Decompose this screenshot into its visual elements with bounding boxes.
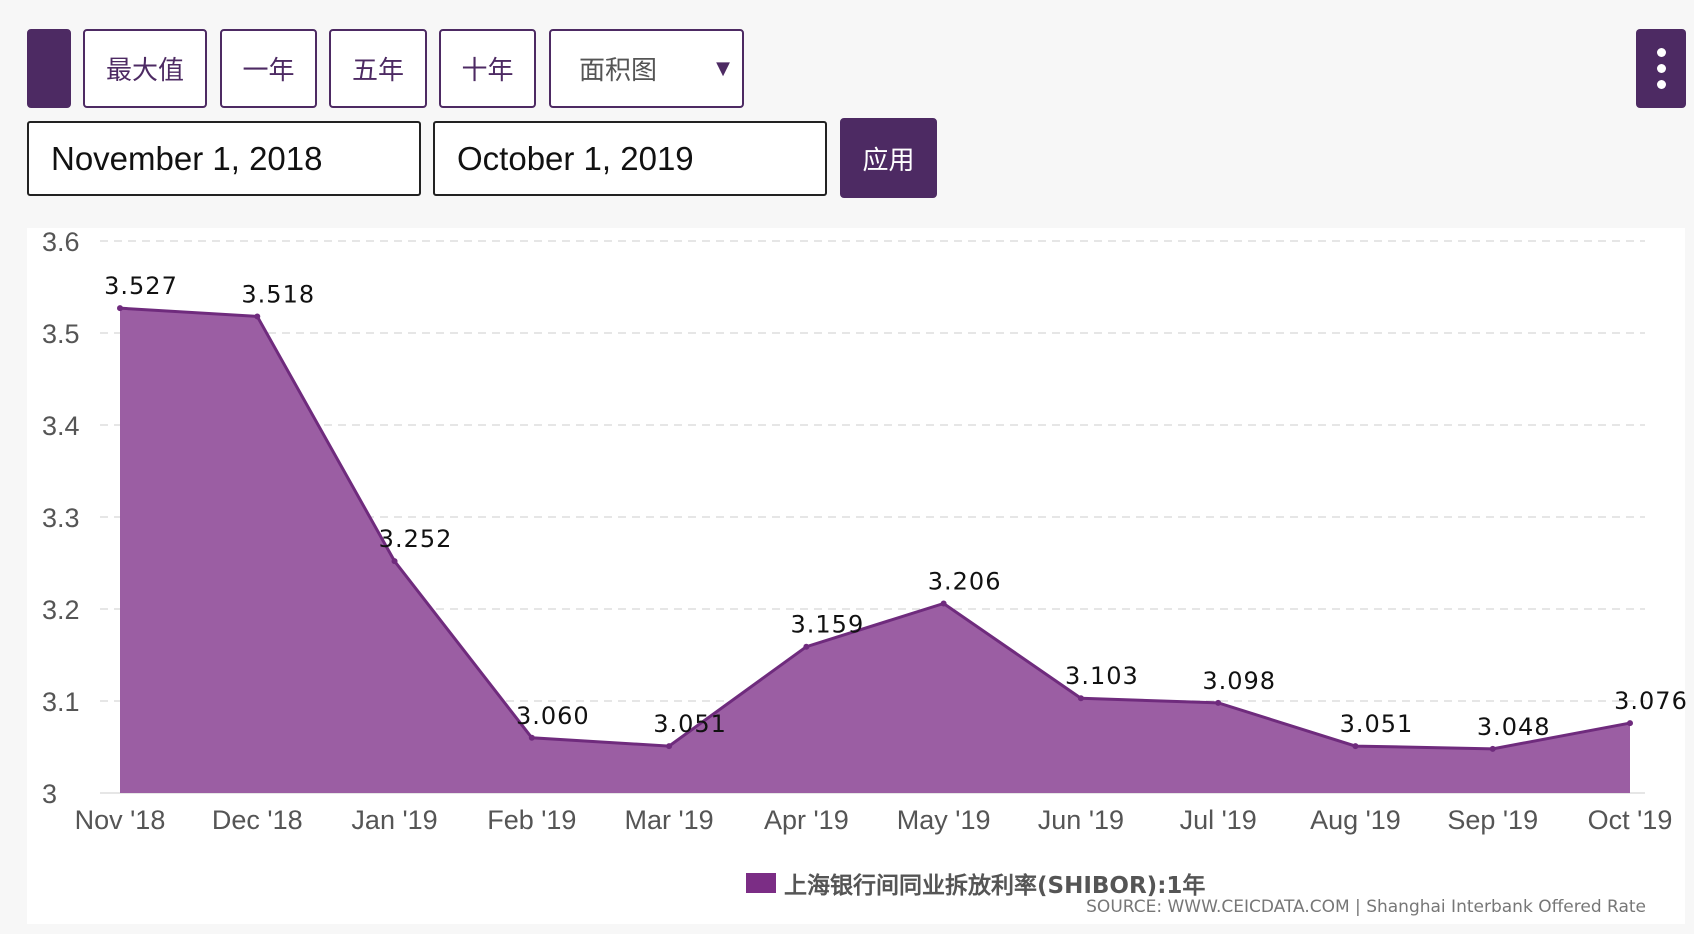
- y-tick-label: 3.1: [42, 687, 80, 717]
- data-point: [1215, 699, 1222, 706]
- legend-swatch: [746, 873, 776, 893]
- y-tick-label: 3.2: [42, 595, 80, 625]
- series-line: [119, 306, 1631, 751]
- chevron-down-icon: ▼: [716, 58, 730, 79]
- more-options-icon[interactable]: [1636, 29, 1686, 108]
- data-label: 3.076: [1614, 687, 1688, 715]
- calendar-button[interactable]: [27, 29, 71, 108]
- x-tick-label: Feb '19: [487, 805, 576, 835]
- y-tick-label: 3.5: [42, 319, 80, 349]
- y-tick-label: 3: [42, 779, 57, 809]
- chart-legend[interactable]: 上海银行间同业拆放利率(SHIBOR):1年: [746, 866, 1205, 900]
- data-label: 3.103: [1065, 662, 1139, 690]
- data-point: [254, 313, 261, 320]
- chart-type-select[interactable]: 面积图 ▼: [549, 29, 744, 108]
- range-1y-button[interactable]: 一年: [220, 29, 317, 108]
- x-tick-label: Sep '19: [1447, 805, 1538, 835]
- x-tick-label: Nov '18: [75, 805, 166, 835]
- source-note: SOURCE: WWW.CEICDATA.COM | Shanghai Inte…: [1086, 897, 1646, 917]
- end-date-input[interactable]: [433, 121, 827, 196]
- data-label: 3.527: [104, 272, 178, 300]
- data-point: [666, 743, 673, 750]
- data-point: [1077, 695, 1084, 702]
- range-10y-button[interactable]: 十年: [439, 29, 536, 108]
- data-point: [1352, 743, 1359, 750]
- x-tick-label: Mar '19: [624, 805, 713, 835]
- x-tick-label: Apr '19: [764, 805, 849, 835]
- data-label: 3.060: [516, 702, 590, 730]
- data-label: 3.051: [653, 710, 727, 738]
- data-point: [1489, 745, 1496, 752]
- data-label: 3.252: [379, 525, 453, 553]
- x-tick-label: Dec '18: [212, 805, 303, 835]
- y-tick-label: 3.6: [42, 227, 80, 257]
- data-point: [528, 734, 535, 741]
- data-point: [391, 558, 398, 565]
- data-label: 3.048: [1477, 713, 1551, 741]
- apply-button[interactable]: 应用: [840, 118, 937, 198]
- data-label: 3.051: [1340, 710, 1414, 738]
- x-tick-label: Jun '19: [1038, 805, 1124, 835]
- y-tick-label: 3.3: [42, 503, 80, 533]
- range-5y-button[interactable]: 五年: [329, 29, 427, 108]
- start-date-input[interactable]: [27, 121, 421, 196]
- x-tick-label: May '19: [897, 805, 991, 835]
- data-label: 3.159: [791, 611, 865, 639]
- data-point: [803, 643, 810, 650]
- chart-type-value: 面积图: [579, 56, 658, 86]
- data-label: 3.206: [928, 567, 1002, 595]
- area-series: [120, 308, 1630, 793]
- x-tick-label: Aug '19: [1310, 805, 1401, 835]
- data-label: 3.518: [241, 280, 315, 308]
- x-tick-label: Jan '19: [351, 805, 437, 835]
- data-point: [1627, 720, 1633, 727]
- x-tick-label: Jul '19: [1180, 805, 1257, 835]
- data-point: [940, 600, 947, 607]
- y-tick-label: 3.4: [42, 411, 80, 441]
- range-max-button[interactable]: 最大值: [83, 29, 207, 108]
- data-point: [117, 305, 123, 312]
- legend-label: 上海银行间同业拆放利率(SHIBOR):1年: [784, 873, 1206, 899]
- x-tick-label: Oct '19: [1588, 805, 1673, 835]
- data-label: 3.098: [1202, 667, 1276, 695]
